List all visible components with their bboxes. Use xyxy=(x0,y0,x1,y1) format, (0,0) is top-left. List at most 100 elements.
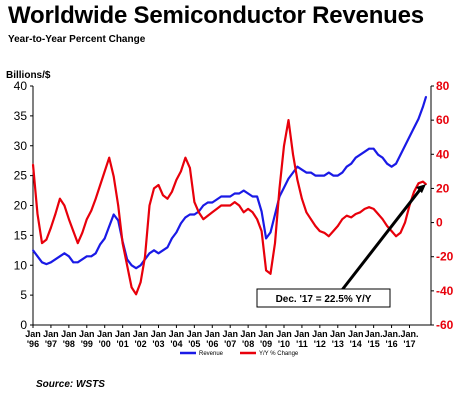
revenue-data-point xyxy=(292,171,294,174)
x-tick-label: '17 xyxy=(403,339,415,349)
revenue-data-point xyxy=(301,168,303,171)
x-tick-label: Jan xyxy=(133,329,149,339)
right-tick-label: 40 xyxy=(436,147,450,161)
revenue-data-point xyxy=(363,150,366,153)
revenue-data-point xyxy=(265,237,267,240)
yoy-data-point xyxy=(117,204,120,207)
x-tick-label: Jan. xyxy=(400,329,418,339)
revenue-data-point xyxy=(171,237,173,240)
yoy-data-point xyxy=(85,218,88,221)
left-tick-label: 15 xyxy=(14,228,28,242)
right-tick-label: -20 xyxy=(436,250,454,264)
yoy-data-point xyxy=(130,286,133,289)
revenue-data-point xyxy=(130,264,133,267)
revenue-data-point xyxy=(233,192,236,195)
x-tick-label: Jan xyxy=(151,329,167,339)
yoy-data-point xyxy=(265,269,267,272)
x-tick-label: '01 xyxy=(117,339,129,349)
yoy-data-point xyxy=(76,242,79,245)
x-tick-label: '09 xyxy=(260,339,272,349)
right-tick-label: 20 xyxy=(436,181,450,195)
yoy-data-point xyxy=(417,182,420,185)
revenue-data-point xyxy=(354,156,357,159)
yoy-data-point xyxy=(103,170,106,173)
yoy-data-point xyxy=(135,293,138,296)
yoy-data-point xyxy=(148,204,151,207)
yoy-data-point xyxy=(336,225,339,227)
revenue-data-point xyxy=(422,106,424,108)
yoy-data-point xyxy=(72,230,75,233)
x-tick-label: '12 xyxy=(314,339,326,349)
revenue-data-point xyxy=(395,162,397,165)
x-tick-label: '99 xyxy=(81,339,93,349)
revenue-data-point xyxy=(117,219,120,222)
revenue-data-point xyxy=(381,156,384,159)
revenue-data-point xyxy=(220,195,223,198)
revenue-data-point xyxy=(345,165,348,168)
yoy-data-point xyxy=(354,213,357,215)
yoy-data-point xyxy=(121,242,124,245)
left-tick-label: 40 xyxy=(14,79,28,93)
revenue-data-point xyxy=(135,267,138,270)
right-tick-label: -60 xyxy=(436,318,454,332)
revenue-data-point xyxy=(193,213,196,216)
annotation-box xyxy=(256,288,391,308)
left-tick-label: 10 xyxy=(14,258,28,272)
revenue-data-point xyxy=(45,263,48,265)
revenue-data-point xyxy=(202,204,205,207)
x-tick-label: Jan xyxy=(79,329,95,339)
x-tick-label: Jan xyxy=(330,329,346,339)
x-tick-label: Jan xyxy=(187,329,203,339)
x-tick-label: '98 xyxy=(63,339,75,349)
yoy-data-point xyxy=(90,209,93,212)
yoy-data-point xyxy=(238,204,241,207)
revenue-data-point xyxy=(189,213,191,216)
revenue-data-point xyxy=(332,174,335,177)
revenue-data-point xyxy=(327,171,330,174)
x-tick-label: Jan xyxy=(222,329,238,339)
x-tick-label: '15 xyxy=(368,339,380,349)
yoy-data-point xyxy=(193,201,196,204)
x-tick-label: '14 xyxy=(350,339,362,349)
yoy-data-point xyxy=(260,230,263,233)
yoy-data-point xyxy=(399,231,402,234)
revenue-data-point xyxy=(336,174,339,177)
revenue-data-point xyxy=(166,246,169,249)
yoy-data-point xyxy=(377,213,379,215)
revenue-data-point xyxy=(50,261,52,264)
right-tick-label: 60 xyxy=(436,113,450,127)
right-tick-label: -40 xyxy=(436,284,454,298)
revenue-data-point xyxy=(323,174,326,177)
x-tick-label: '13 xyxy=(332,339,344,349)
yoy-data-point xyxy=(292,153,294,156)
revenue-data-point xyxy=(36,255,39,258)
yoy-data-point xyxy=(45,238,48,241)
yoy-data-point xyxy=(184,156,187,159)
revenue-data-point xyxy=(314,174,317,177)
x-tick-label: '02 xyxy=(134,339,146,349)
yoy-data-point xyxy=(99,184,102,186)
yoy-data-point xyxy=(251,211,254,214)
yoy-data-point xyxy=(404,221,406,224)
yoy-data-point xyxy=(215,208,218,210)
yoy-data-point xyxy=(350,216,353,219)
yoy-data-point xyxy=(197,211,200,214)
x-tick-label: '07 xyxy=(224,339,236,349)
x-tick-label: '97 xyxy=(45,339,57,349)
x-tick-label: Jan xyxy=(294,329,310,339)
yoy-data-point xyxy=(63,204,66,207)
yoy-data-point xyxy=(368,206,370,209)
x-tick-label: Jan xyxy=(205,329,221,339)
yoy-data-point xyxy=(242,211,245,214)
revenue-data-point xyxy=(85,255,88,258)
x-tick-label: '05 xyxy=(188,339,200,349)
y-axis-label: Billions/$ xyxy=(6,70,51,81)
revenue-data-point xyxy=(162,249,164,252)
yoy-data-point xyxy=(269,272,272,275)
left-tick-label: 0 xyxy=(20,318,27,332)
x-tick-label: Jan xyxy=(25,329,41,339)
revenue-data-point xyxy=(81,258,84,261)
revenue-data-point xyxy=(359,153,362,156)
yoy-data-point xyxy=(189,167,191,169)
x-tick-label: Jan xyxy=(43,329,59,339)
